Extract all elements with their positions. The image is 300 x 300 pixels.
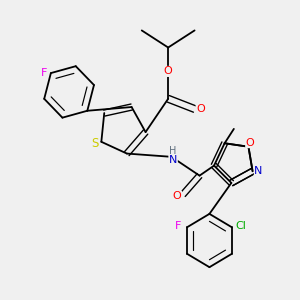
Text: N: N: [254, 166, 263, 176]
Text: F: F: [40, 68, 47, 78]
Text: O: O: [246, 138, 254, 148]
Text: O: O: [196, 104, 205, 114]
Text: H: H: [169, 146, 177, 156]
Text: F: F: [175, 220, 181, 230]
Text: N: N: [169, 154, 177, 165]
Text: S: S: [92, 137, 99, 150]
Text: O: O: [164, 66, 172, 76]
Text: Cl: Cl: [236, 220, 246, 230]
Text: O: O: [173, 191, 182, 201]
